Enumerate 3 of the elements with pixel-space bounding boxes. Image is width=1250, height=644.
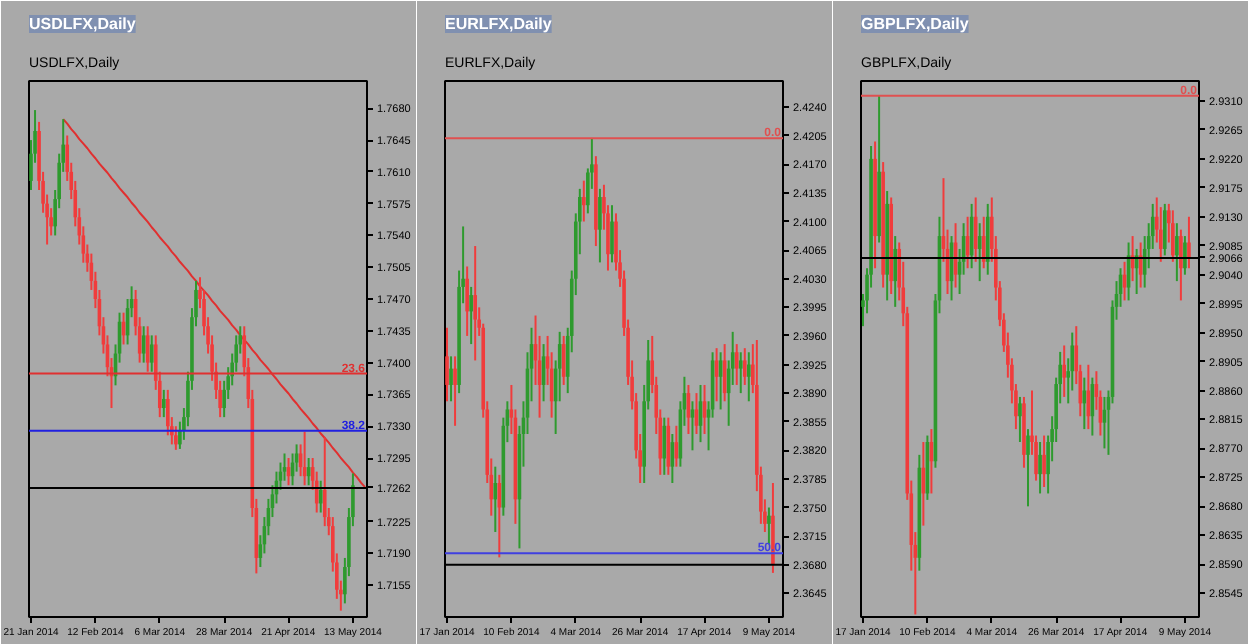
chart-title: EURLFX,Daily (445, 15, 553, 33)
chart-title: USDLFX,Daily (29, 15, 137, 33)
chart-title: GBPLFX,Daily (861, 15, 970, 33)
